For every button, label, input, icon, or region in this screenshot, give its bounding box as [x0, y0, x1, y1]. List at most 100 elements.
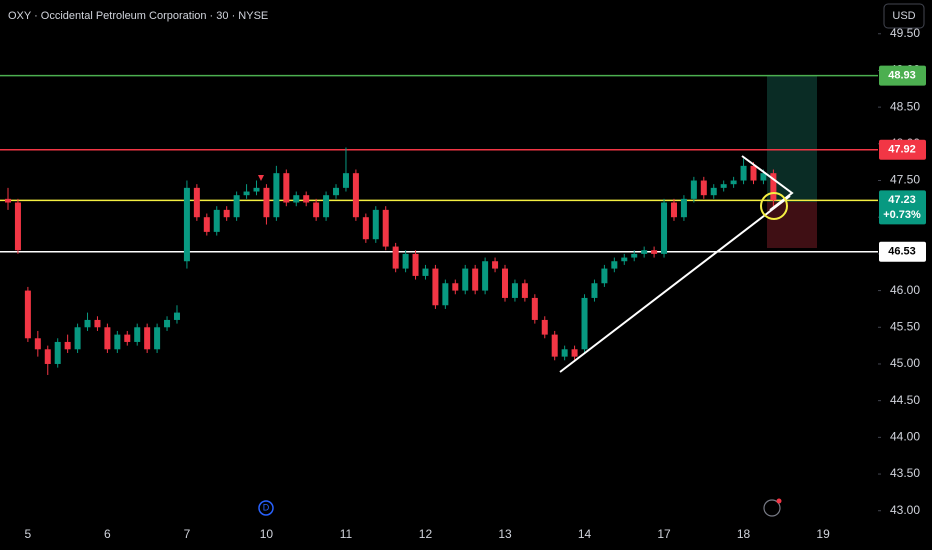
x-tick-label: 19 [816, 527, 830, 541]
candle-body [154, 327, 161, 350]
candle-body [730, 180, 737, 185]
candle-body [720, 184, 727, 188]
candle-body [511, 283, 518, 298]
candle-body [213, 209, 220, 232]
price-label: 46.53 [888, 246, 916, 258]
candle-body [710, 187, 717, 196]
candle-body [412, 253, 419, 276]
y-tick-label: 44.00 [890, 430, 920, 444]
price-label-box [879, 241, 926, 262]
candle-body [700, 180, 707, 196]
x-tick-label: 11 [340, 527, 353, 541]
candle-body [611, 261, 618, 269]
candle-body [392, 246, 399, 269]
x-tick-label: 5 [25, 527, 32, 541]
x-tick-label: 7 [184, 527, 191, 541]
marker [258, 175, 264, 181]
price-label: 47.23 [888, 194, 916, 206]
price-label-box [879, 65, 926, 86]
x-tick-label: 10 [260, 527, 274, 541]
candle-body [382, 209, 389, 247]
candle-body [124, 334, 131, 342]
event-dot [776, 498, 782, 504]
candle-body [621, 257, 628, 262]
candle-body [661, 202, 668, 254]
stop-zone [767, 202, 817, 248]
candle-body [74, 327, 81, 350]
triangle-line [741, 155, 794, 211]
candle-body [492, 261, 499, 269]
candle-body [293, 195, 300, 203]
candle-body [193, 187, 200, 218]
candle-body [432, 268, 439, 306]
candle-body [253, 187, 260, 192]
candle-body [333, 187, 340, 196]
currency-label[interactable]: USD [892, 10, 915, 22]
change-label: +0.73% [883, 209, 921, 221]
x-tick-label: 18 [737, 527, 751, 541]
candle-body [64, 341, 71, 350]
candle-body [273, 173, 280, 218]
candle-body [502, 268, 508, 298]
price-label-box [879, 139, 926, 160]
x-tick-label: 12 [419, 527, 433, 541]
candle-body [372, 209, 379, 240]
candle-body [651, 250, 658, 254]
candle-body [223, 209, 230, 218]
candle-body [541, 319, 548, 335]
candle-body [283, 173, 290, 203]
x-tick-label: 17 [657, 527, 671, 541]
candle-body [114, 334, 121, 350]
price-label: 48.93 [888, 69, 916, 81]
candle-body [561, 349, 568, 357]
candle-body [24, 290, 31, 339]
price-axis: 49.5049.0048.5048.0047.5047.0046.5046.00… [25, 26, 926, 541]
candle-body [571, 349, 578, 357]
chart-title: OXY · Occidental Petroleum Corporation ·… [8, 10, 268, 22]
candle-body [44, 349, 51, 364]
candle-body [482, 261, 489, 291]
price-label: 47.92 [888, 144, 916, 156]
candle-body [760, 173, 767, 181]
highlight-circle [760, 192, 788, 220]
candle-body [531, 297, 538, 320]
candle-body [362, 217, 369, 240]
y-tick-label: 45.50 [890, 319, 920, 333]
x-tick-label: 6 [104, 527, 111, 541]
levels [0, 74, 878, 253]
candle-body [472, 268, 479, 291]
price-label-box [879, 190, 926, 225]
candle-body [203, 217, 210, 232]
candle-body [402, 253, 409, 269]
x-tick-label: 13 [498, 527, 512, 541]
candle-body [452, 283, 459, 291]
y-tick-label: 43.50 [890, 466, 920, 480]
candle-body [263, 187, 270, 218]
candle-body [144, 327, 151, 350]
candle-body [104, 327, 111, 350]
candle-body [551, 334, 558, 357]
y-tick-label: 43.00 [890, 503, 920, 517]
candle-body [770, 173, 777, 201]
candle-body [164, 319, 171, 328]
candle-body [303, 195, 310, 203]
candle-body [84, 319, 91, 328]
candle-body [243, 191, 250, 196]
currency-button[interactable] [883, 3, 925, 29]
candle-body [183, 187, 190, 262]
candle-body [422, 268, 429, 276]
candle-body [173, 312, 180, 320]
candle-body [342, 173, 349, 188]
candle-body [591, 283, 598, 298]
candle-body [740, 165, 747, 181]
y-tick-label: 45.00 [890, 356, 920, 370]
candle-body [680, 198, 687, 218]
event-icon [763, 499, 781, 517]
candle-body [323, 195, 330, 218]
candle-body [462, 268, 469, 291]
candle-body [233, 195, 240, 218]
candle-body [54, 341, 61, 364]
y-tick-label: 48.50 [890, 99, 920, 113]
candle-body [631, 253, 638, 258]
